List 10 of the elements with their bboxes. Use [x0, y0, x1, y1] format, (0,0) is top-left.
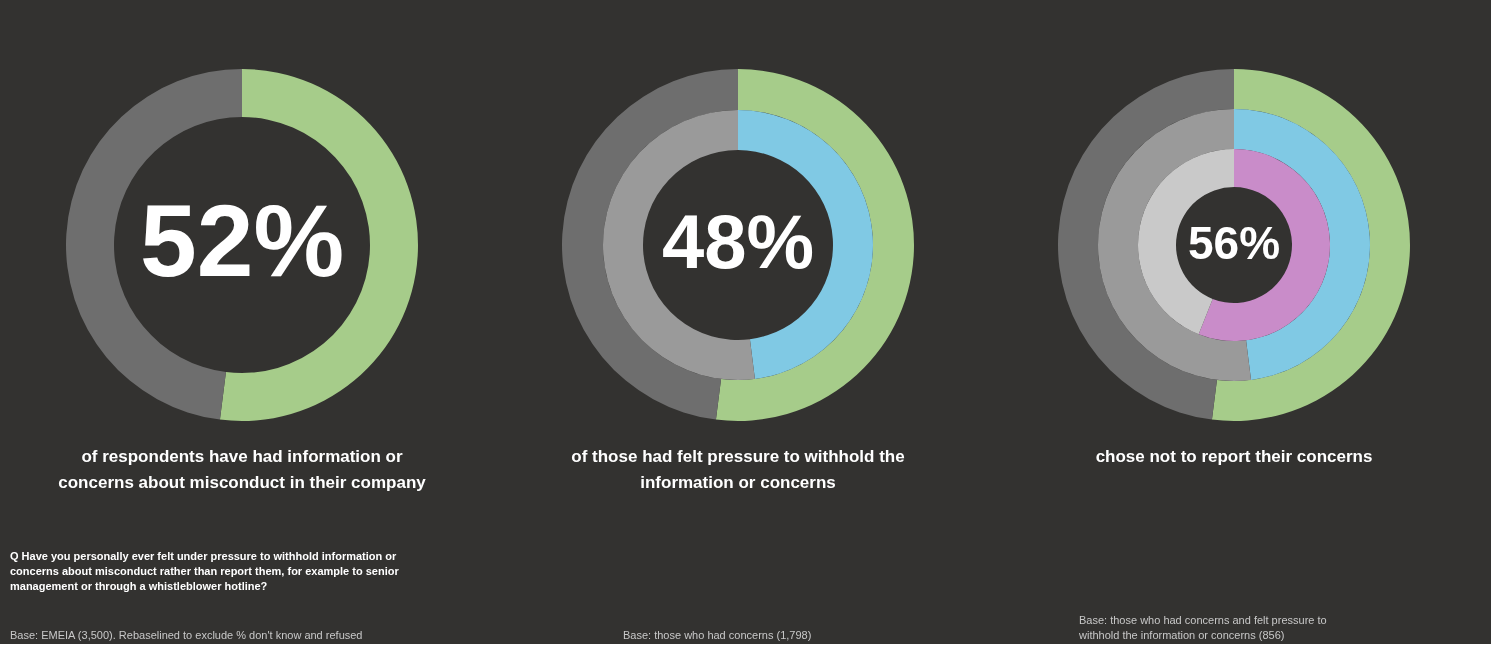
text: of respondents have had information or concerns about misconduct in their company — [58, 447, 427, 492]
text: of those had felt pressure to withhold the information or concerns — [571, 447, 905, 492]
text: Base: those who had concerns and felt pressure to withhold the information or concerns (856) — [1078, 614, 1327, 641]
data-label: 56% — [1187, 217, 1281, 269]
data-label: 52% — [139, 184, 345, 298]
text: Base: EMEIA (3,500). Rebaselined to exclude % don't know and refused — [10, 629, 363, 641]
text: Base: those who had concerns (1,798) — [623, 629, 812, 641]
data-label: 48% — [661, 199, 815, 284]
text: Q Have you personally ever felt under pressure to withhold information or concerns about misconduct rather than report them, for example to senior management or through a whistleblower hotline? — [10, 550, 400, 592]
text: chose not to report their concerns — [1095, 447, 1373, 466]
